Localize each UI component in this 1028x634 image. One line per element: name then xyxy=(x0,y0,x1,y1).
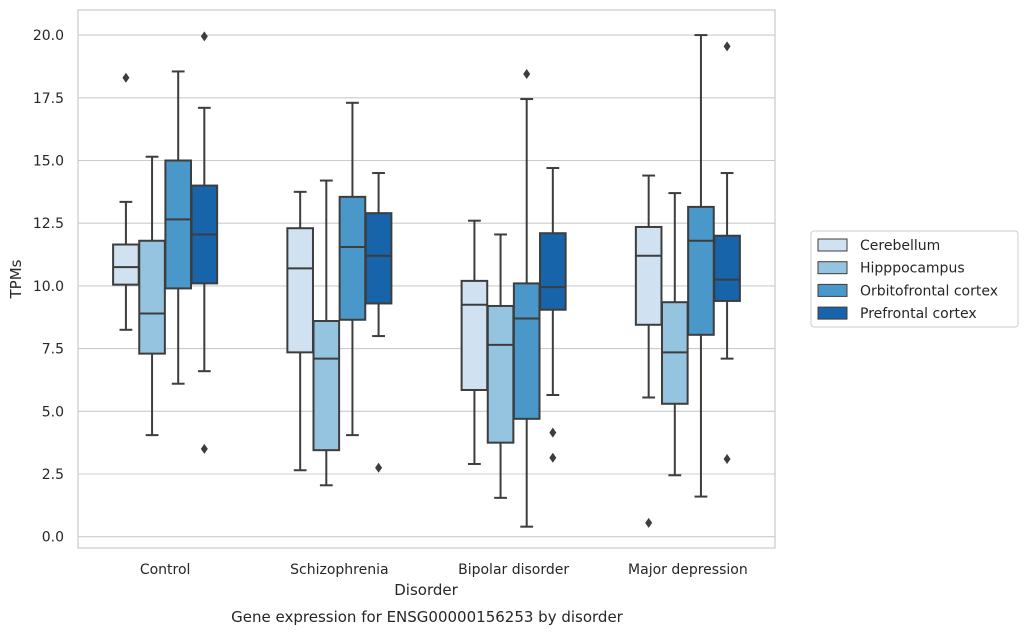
outlier-marker xyxy=(723,453,731,464)
iqr-box xyxy=(112,243,140,286)
box-2-1 xyxy=(486,233,515,499)
chart-caption: Gene expression for ENSG00000156253 by d… xyxy=(231,608,624,626)
outlier-marker xyxy=(549,427,557,438)
x-tick-label: Major depression xyxy=(628,562,748,578)
y-axis-title: TPMs xyxy=(7,259,25,299)
y-tick-label: 10.0 xyxy=(33,279,64,295)
iqr-box xyxy=(164,159,193,290)
outlier-marker xyxy=(375,462,383,473)
x-tick-labels: Control Schizophrenia Bipolar disorder Majo… xyxy=(140,562,748,578)
outlier-marker xyxy=(200,31,208,42)
outlier-marker xyxy=(122,72,130,83)
iqr-box xyxy=(539,232,567,311)
y-tick-label: 0.0 xyxy=(42,530,64,546)
outlier-marker xyxy=(645,517,653,528)
iqr-box xyxy=(364,212,393,305)
x-tick-label: Bipolar disorder xyxy=(458,562,569,578)
legend-frame xyxy=(810,230,1019,328)
box-2-2 xyxy=(512,68,541,528)
y-tick-label: 7.5 xyxy=(42,342,64,358)
box-1-2 xyxy=(338,101,367,437)
legend-swatch xyxy=(817,306,848,320)
x-tick-label: Control xyxy=(140,562,191,578)
legend-label: Orbitofrontal cortex xyxy=(860,283,998,299)
box-1-1 xyxy=(312,179,341,487)
y-tick-labels: 0.0 2.5 5.0 7.5 10.0 12.5 15.0 17.5 20.0 xyxy=(33,28,64,546)
y-tick-label: 2.5 xyxy=(42,467,64,483)
plot-area-frame xyxy=(77,9,776,549)
legend: Cerebellum Hipppocampus Orbitofrontal cort… xyxy=(810,230,1019,328)
box-2-3 xyxy=(539,167,567,463)
iqr-box xyxy=(138,239,166,355)
box-0-2 xyxy=(164,70,193,385)
y-tick-label: 15.0 xyxy=(33,153,64,169)
plot-boxes xyxy=(112,31,741,528)
legend-swatch xyxy=(817,238,848,252)
iqr-box xyxy=(713,234,741,302)
legend-label: Hipppocampus xyxy=(860,261,965,277)
iqr-box xyxy=(286,227,314,354)
outlier-marker xyxy=(549,452,557,463)
iqr-box xyxy=(687,205,715,336)
box-3-3 xyxy=(713,41,741,464)
iqr-box xyxy=(634,225,663,326)
box-1-0 xyxy=(286,190,314,472)
box-3-0 xyxy=(634,174,663,528)
box-0-3 xyxy=(190,31,219,454)
outlier-marker xyxy=(200,443,208,454)
outlier-marker xyxy=(723,41,731,52)
x-axis-title: Disorder xyxy=(394,581,458,599)
y-tick-label: 17.5 xyxy=(33,91,64,107)
box-0-1 xyxy=(138,155,166,437)
legend-swatch xyxy=(817,261,848,275)
iqr-box xyxy=(338,195,367,321)
x-tick-label: Schizophrenia xyxy=(290,562,388,578)
iqr-box xyxy=(486,304,515,444)
y-tick-label: 12.5 xyxy=(33,216,64,232)
legend-label: Cerebellum xyxy=(860,238,940,254)
outlier-marker xyxy=(523,68,531,79)
iqr-box xyxy=(512,282,541,420)
box-3-1 xyxy=(660,192,689,477)
y-tick-label: 5.0 xyxy=(42,404,64,420)
y-tick-label: 20.0 xyxy=(33,28,64,44)
iqr-box xyxy=(312,320,341,452)
box-0-0 xyxy=(112,72,140,331)
iqr-box xyxy=(460,279,489,391)
box-3-2 xyxy=(687,34,715,498)
box-2-0 xyxy=(460,219,489,465)
legend-label: Prefrontal cortex xyxy=(860,306,977,322)
box-1-3 xyxy=(364,172,393,473)
legend-swatch xyxy=(817,283,848,297)
